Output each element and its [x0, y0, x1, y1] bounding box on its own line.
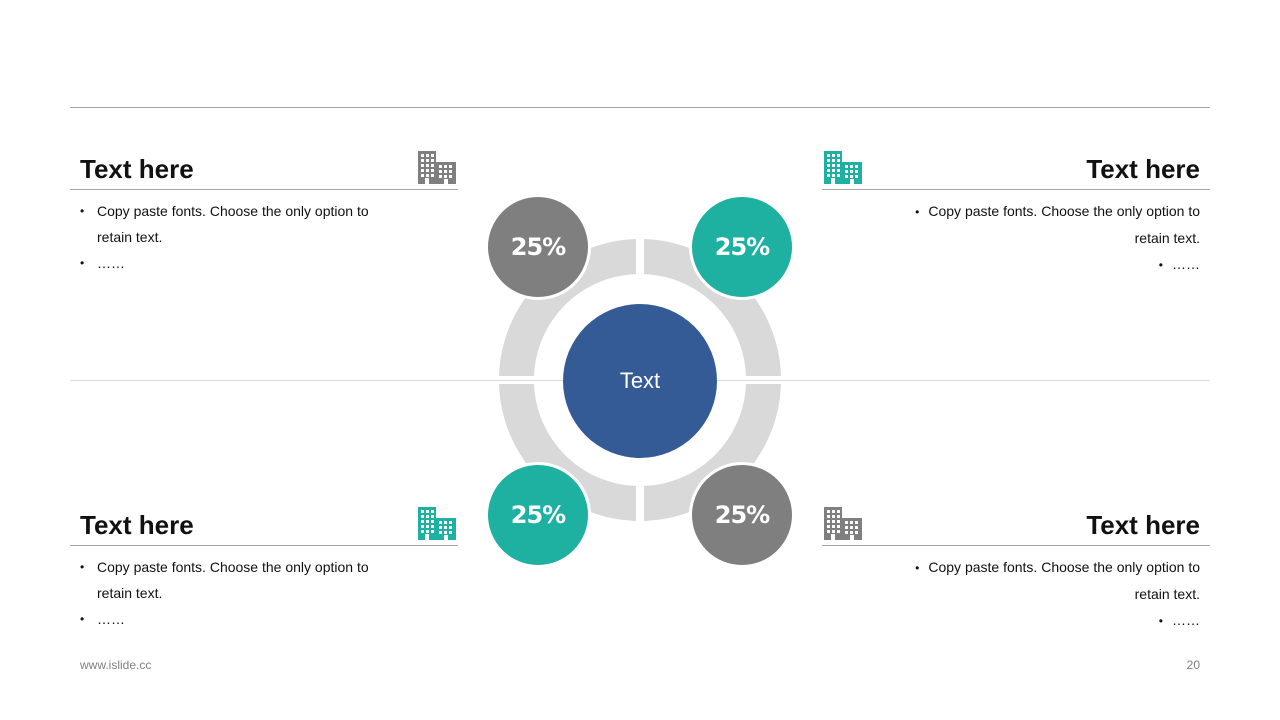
- bullet-list: Copy paste fonts. Choose the only option…: [70, 554, 458, 632]
- badge-label: 25%: [510, 501, 566, 529]
- ring-segment: [499, 239, 636, 376]
- building-icon: [824, 507, 862, 540]
- bullet-text: ……: [97, 255, 125, 271]
- bullet-item: •……: [1158, 612, 1200, 628]
- bullet-text: ……: [97, 611, 125, 627]
- percent-badge-bottom-right: 25%: [689, 462, 795, 568]
- ring-segment: [499, 384, 636, 521]
- bullet-text: ……: [1172, 256, 1200, 272]
- ring-segment: [644, 384, 781, 521]
- bullet-item: • Copy paste fonts. Choose the only optio…: [915, 203, 1200, 219]
- footer-website: www.islide.cc: [80, 658, 152, 672]
- center-circle: Text: [563, 304, 717, 458]
- bullet-text: Copy paste fonts. Choose the only option…: [928, 559, 1200, 575]
- block-title: Text here: [1086, 154, 1200, 184]
- center-label: Text: [619, 368, 661, 393]
- top-divider: [70, 107, 1210, 108]
- bullet-item: •……: [1158, 256, 1200, 272]
- text-block-bottom-left: Text here Copy paste fonts. Choose the o…: [70, 510, 458, 632]
- building-icon: [418, 151, 456, 184]
- bullet-text: retain text.: [1134, 586, 1200, 602]
- building-icon: [824, 151, 862, 184]
- bullet-text: ……: [1172, 612, 1200, 628]
- badge-label: 25%: [510, 233, 566, 261]
- bullet-item: ……: [80, 606, 448, 632]
- block-underline: [70, 189, 458, 190]
- block-underline: [822, 189, 1210, 190]
- building-icon: [418, 507, 456, 540]
- bullet-list: • Copy paste fonts. Choose the only optio…: [822, 198, 1210, 278]
- building-icon-shape: [418, 151, 456, 184]
- block-title: Text here: [1086, 510, 1200, 540]
- percent-badge-top-right: 25%: [689, 194, 795, 300]
- ring-segment: [644, 239, 781, 376]
- text-block-bottom-right: Text here • Copy paste fonts. Choose the …: [822, 510, 1210, 634]
- building-icon-shape: [824, 151, 862, 184]
- bullet-text: Copy paste fonts. Choose the only option…: [928, 203, 1200, 219]
- percent-badge-bottom-left: 25%: [485, 462, 591, 568]
- bullet-item: ……: [80, 250, 448, 276]
- bullet-item: retain text.: [832, 225, 1200, 251]
- page-number: 20: [1186, 658, 1200, 672]
- badge-label: 25%: [714, 233, 770, 261]
- block-title: Text here: [80, 154, 194, 184]
- segmented-ring: [499, 239, 781, 521]
- percent-badge-top-left: 25%: [485, 194, 591, 300]
- building-icon-shape: [418, 507, 456, 540]
- bullet-text: Copy paste fonts. Choose the only option…: [97, 559, 369, 601]
- block-underline: [70, 545, 458, 546]
- bullet-item: • Copy paste fonts. Choose the only optio…: [915, 559, 1200, 575]
- building-icon-shape: [824, 507, 862, 540]
- block-underline: [822, 545, 1210, 546]
- block-title: Text here: [80, 510, 194, 540]
- text-block-top-right: Text here • Copy paste fonts. Choose the …: [822, 154, 1210, 278]
- badge-label: 25%: [714, 501, 770, 529]
- ring-segments: [499, 239, 781, 521]
- bullet-item: Copy paste fonts. Choose the only option…: [80, 554, 387, 606]
- bullet-list: Copy paste fonts. Choose the only option…: [70, 198, 458, 276]
- bullet-item: retain text.: [832, 581, 1200, 607]
- bullet-text: retain text.: [1134, 230, 1200, 246]
- bullet-list: • Copy paste fonts. Choose the only optio…: [822, 554, 1210, 634]
- bullet-text: Copy paste fonts. Choose the only option…: [97, 203, 369, 245]
- bullet-item: Copy paste fonts. Choose the only option…: [80, 198, 387, 250]
- text-block-top-left: Text here Copy paste fonts. Choose the o…: [70, 154, 458, 276]
